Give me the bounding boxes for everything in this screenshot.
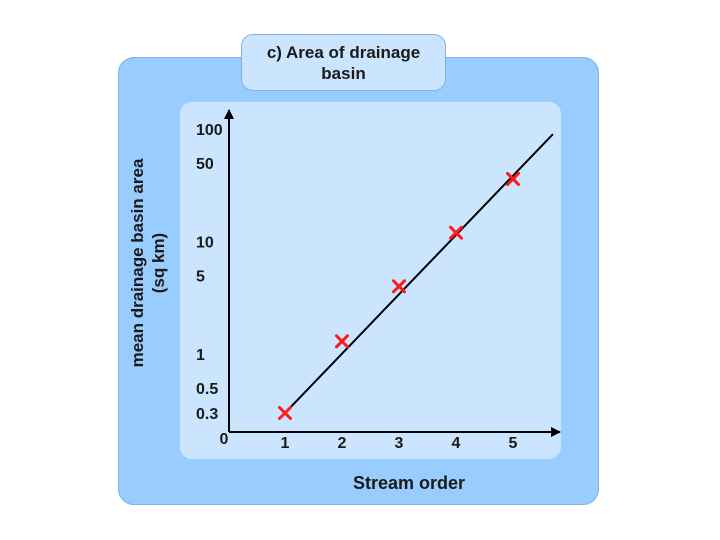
x-tick-label: 1 [281, 435, 290, 452]
y-tick-label: 10 [196, 235, 214, 252]
chart-title: c) Area of drainage basin [241, 34, 446, 91]
y-tick-label: 0.3 [196, 406, 218, 423]
y-tick-label: 1 [196, 347, 205, 364]
y-tick-label: 50 [196, 156, 214, 173]
data-point-marker [392, 279, 406, 294]
x-tick-label: 3 [395, 435, 404, 452]
y-tick-label: 0.5 [196, 381, 218, 398]
origin-label: 0 [220, 431, 229, 448]
x-tick-label: 2 [338, 435, 347, 452]
x-tick-label: 5 [509, 435, 518, 452]
data-point-marker [335, 334, 349, 349]
y-tick-label: 100 [196, 122, 223, 139]
y-tick-label: 5 [196, 268, 205, 285]
data-point-marker [278, 406, 292, 420]
data-point-marker [449, 225, 463, 240]
data-point-marker [506, 171, 520, 186]
x-axis-label: Stream order [352, 473, 466, 493]
x-tick-label: 4 [452, 435, 461, 452]
trend-line [284, 133, 554, 414]
plot-background [180, 102, 561, 459]
